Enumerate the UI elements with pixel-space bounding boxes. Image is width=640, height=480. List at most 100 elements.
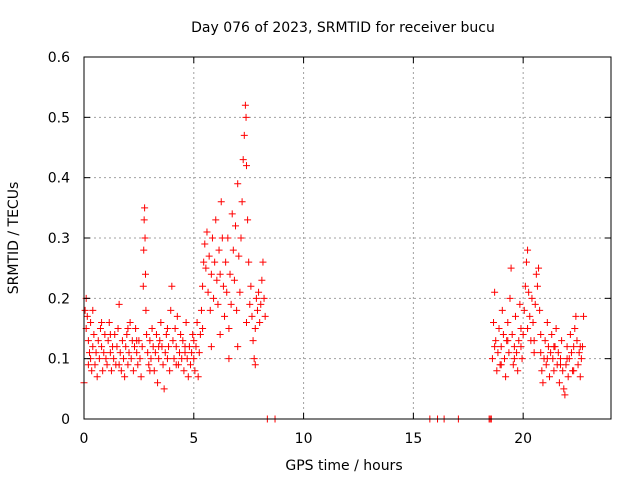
data-point [242,162,250,170]
data-point [105,318,113,326]
data-point [106,331,114,339]
data-point [182,318,190,326]
data-point [505,349,513,357]
data-point [123,331,131,339]
data-point [536,306,544,314]
data-point [89,306,97,314]
data-point [138,343,146,351]
data-point [526,312,534,320]
data-point [140,216,148,224]
data-point [194,373,202,381]
data-point [177,331,185,339]
data-point [529,318,537,326]
y-tick-label: 0.2 [48,291,70,307]
data-point [197,306,205,314]
data-point [543,355,551,363]
data-point [185,343,193,351]
data-point [491,343,499,351]
data-point [183,355,191,363]
data-point [155,355,163,363]
data-point [146,367,154,375]
data-point [170,355,178,363]
data-point [518,355,526,363]
data-point [233,306,241,314]
data-point [576,373,584,381]
data-point [142,306,150,314]
data-point [154,379,162,387]
data-point [550,367,558,375]
data-point [103,361,111,369]
data-point [525,288,533,296]
data-point [96,325,104,332]
data-point [167,306,175,314]
data-point [186,361,194,369]
data-point [574,361,582,369]
data-point [212,216,220,224]
data-point [143,331,151,339]
data-point [235,252,243,260]
data-point [251,325,259,332]
data-point [533,282,541,290]
data-point [554,349,562,357]
data-point [515,337,523,345]
data-point [530,349,538,357]
y-tick-label: 0.6 [48,50,70,66]
data-point [110,355,118,363]
data-point [221,312,229,320]
data-point [162,331,170,339]
data-point [180,367,188,375]
data-point [246,300,254,308]
y-tick-label: 0 [61,412,70,428]
data-point [157,318,165,326]
data-point [498,306,506,314]
data-point [117,367,125,375]
data-point [247,282,255,290]
data-point [104,337,112,345]
data-point [535,264,543,272]
data-point [195,349,203,357]
data-point [152,331,160,339]
data-point [114,325,122,332]
data-point [87,318,95,326]
data-point [189,331,197,339]
data-point [506,294,514,302]
data-point [204,288,212,296]
data-point [208,234,216,242]
data-point [224,234,232,242]
data-point [539,379,547,387]
data-point [163,355,171,363]
data-point [547,349,555,357]
data-point [115,361,123,369]
y-tick-label: 0.3 [48,231,70,247]
data-point [532,270,540,278]
data-point [225,355,233,363]
data-point [188,349,196,357]
data-point [519,331,527,339]
data-point [510,343,518,351]
data-point [217,198,225,206]
data-point [245,258,253,266]
data-point [497,361,505,369]
data-point [493,367,501,375]
data-point [141,270,149,278]
data-point [144,349,152,357]
data-point [542,361,550,369]
data-point [521,282,529,290]
data-point [205,252,213,260]
data-point [546,373,554,381]
data-point [141,204,149,212]
data-point [566,331,574,339]
data-point [517,325,525,332]
data-point [216,331,224,339]
data-point [168,282,176,290]
data-point [171,325,179,332]
data-point [249,337,257,345]
data-point [179,337,187,345]
data-point [531,300,539,308]
data-point [156,337,164,345]
data-point [558,337,566,345]
data-point [206,306,214,314]
data-point [570,343,578,351]
data-point [252,294,260,302]
data-point [163,325,171,332]
